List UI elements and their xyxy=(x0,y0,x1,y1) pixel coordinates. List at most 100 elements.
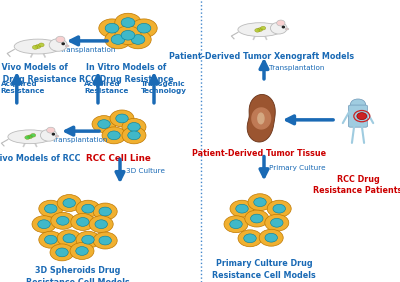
Circle shape xyxy=(82,235,94,244)
Circle shape xyxy=(38,220,50,229)
Circle shape xyxy=(108,131,120,140)
Circle shape xyxy=(56,216,69,225)
Circle shape xyxy=(250,214,263,223)
Circle shape xyxy=(105,30,131,49)
Circle shape xyxy=(270,218,283,227)
Circle shape xyxy=(76,200,100,217)
Circle shape xyxy=(93,232,117,249)
Circle shape xyxy=(105,23,119,33)
Circle shape xyxy=(115,26,141,45)
Ellipse shape xyxy=(8,130,52,144)
Circle shape xyxy=(125,30,151,49)
Ellipse shape xyxy=(65,45,69,47)
Circle shape xyxy=(62,43,64,45)
Circle shape xyxy=(260,26,266,30)
Circle shape xyxy=(254,198,266,207)
Circle shape xyxy=(267,200,291,217)
Text: In Vitro Models of
RCC Drug Resistance: In Vitro Models of RCC Drug Resistance xyxy=(79,63,173,83)
Circle shape xyxy=(76,231,100,248)
Circle shape xyxy=(230,200,254,217)
Ellipse shape xyxy=(14,39,62,54)
Circle shape xyxy=(76,246,88,255)
Circle shape xyxy=(32,216,56,233)
Polygon shape xyxy=(252,108,270,129)
Circle shape xyxy=(230,220,242,229)
Circle shape xyxy=(248,194,272,211)
Circle shape xyxy=(25,136,30,139)
Text: 3D Culture: 3D Culture xyxy=(126,168,165,174)
Circle shape xyxy=(63,234,76,243)
Circle shape xyxy=(265,233,278,242)
Circle shape xyxy=(38,43,44,47)
Circle shape xyxy=(121,30,135,40)
Circle shape xyxy=(98,120,110,129)
Circle shape xyxy=(44,204,57,213)
Circle shape xyxy=(110,110,134,127)
Circle shape xyxy=(245,210,269,227)
Circle shape xyxy=(63,199,76,208)
Circle shape xyxy=(95,220,108,229)
Circle shape xyxy=(111,35,125,44)
Circle shape xyxy=(258,28,263,31)
Text: Acquired
Resistance: Acquired Resistance xyxy=(1,81,45,94)
Ellipse shape xyxy=(238,23,282,36)
Circle shape xyxy=(122,127,146,144)
Text: Primary Culture: Primary Culture xyxy=(269,165,326,171)
Circle shape xyxy=(50,244,74,261)
Ellipse shape xyxy=(285,28,289,30)
Circle shape xyxy=(93,203,117,220)
Circle shape xyxy=(39,231,63,248)
Circle shape xyxy=(137,23,151,33)
Circle shape xyxy=(270,22,287,34)
Circle shape xyxy=(82,204,94,213)
Circle shape xyxy=(122,118,146,135)
Circle shape xyxy=(121,18,135,27)
Circle shape xyxy=(350,99,366,110)
Text: In Vivo Models of
RCC Drug Resistance: In Vivo Models of RCC Drug Resistance xyxy=(0,63,76,83)
Text: Acquired
Resistance: Acquired Resistance xyxy=(84,81,128,94)
Circle shape xyxy=(265,214,289,231)
Circle shape xyxy=(47,127,55,133)
Circle shape xyxy=(128,131,140,140)
Text: Transplantation: Transplantation xyxy=(52,137,108,143)
Text: Patient-Derived Tumor Xenograft Models: Patient-Derived Tumor Xenograft Models xyxy=(170,52,354,61)
Circle shape xyxy=(40,129,57,141)
Polygon shape xyxy=(247,94,275,142)
Circle shape xyxy=(70,243,94,259)
Circle shape xyxy=(116,114,128,123)
Circle shape xyxy=(128,122,140,131)
Circle shape xyxy=(259,229,283,246)
Circle shape xyxy=(27,135,33,139)
Text: Transplantation: Transplantation xyxy=(269,65,324,71)
Circle shape xyxy=(357,113,367,120)
Text: In Vivo Models of RCC: In Vivo Models of RCC xyxy=(0,154,80,163)
Circle shape xyxy=(89,216,113,233)
Circle shape xyxy=(56,248,68,257)
Circle shape xyxy=(44,235,57,244)
Circle shape xyxy=(99,207,112,216)
Circle shape xyxy=(57,230,81,247)
Circle shape xyxy=(115,13,141,32)
Circle shape xyxy=(52,133,54,135)
Circle shape xyxy=(131,35,145,44)
Text: Transgenic
Technology: Transgenic Technology xyxy=(141,81,187,94)
Circle shape xyxy=(282,26,284,28)
Circle shape xyxy=(39,200,63,217)
Text: Patient-Derived Tumor Tissue: Patient-Derived Tumor Tissue xyxy=(192,149,326,158)
Text: RCC Cell Line: RCC Cell Line xyxy=(86,154,150,163)
Circle shape xyxy=(131,19,157,38)
Circle shape xyxy=(224,216,248,233)
Text: Transplantation: Transplantation xyxy=(60,47,115,52)
Circle shape xyxy=(57,195,81,212)
Text: 3D Spheroids Drug
Resistance Cell Models: 3D Spheroids Drug Resistance Cell Models xyxy=(26,266,130,282)
Circle shape xyxy=(236,204,248,213)
Circle shape xyxy=(32,45,38,49)
Circle shape xyxy=(238,230,262,247)
Circle shape xyxy=(76,217,89,226)
Circle shape xyxy=(102,127,126,144)
Ellipse shape xyxy=(258,113,264,124)
Circle shape xyxy=(244,234,256,243)
FancyBboxPatch shape xyxy=(348,105,368,127)
Circle shape xyxy=(273,204,286,213)
Circle shape xyxy=(49,39,67,51)
